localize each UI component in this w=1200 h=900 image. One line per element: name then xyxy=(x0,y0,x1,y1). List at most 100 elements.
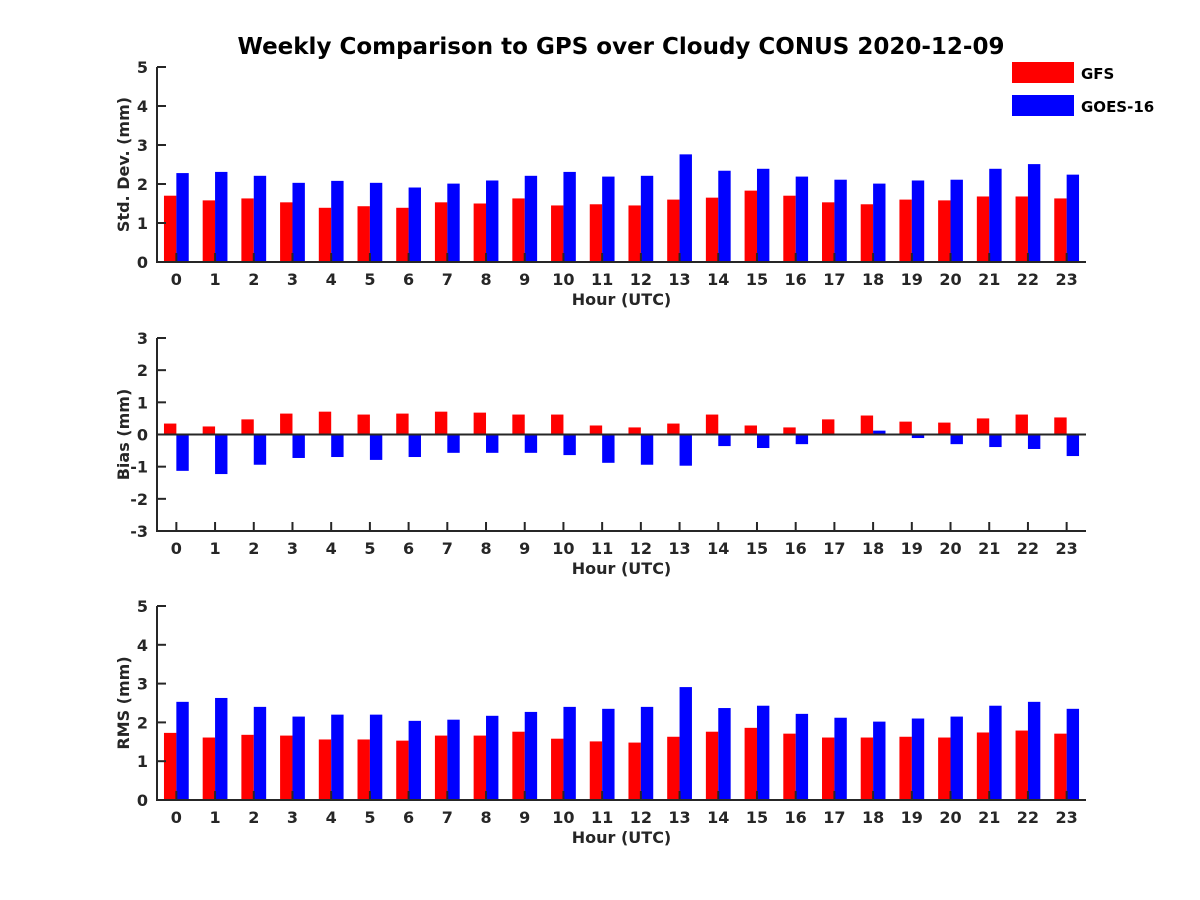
std-dev-bar-gfs-hour-6 xyxy=(396,207,409,262)
bias-x-tick-label: 3 xyxy=(287,539,298,558)
std-dev-x-tick-label: 17 xyxy=(823,270,845,289)
rms-bar-gfs-hour-16 xyxy=(783,733,796,800)
std-dev-bar-goes16-hour-17 xyxy=(834,179,847,262)
rms-x-tick-label: 4 xyxy=(326,808,337,827)
std-dev-bar-goes16-hour-23 xyxy=(1066,174,1080,262)
rms-bar-goes16-hour-4 xyxy=(331,714,344,800)
std-dev-x-tick-label: 8 xyxy=(480,270,491,289)
std-dev-bar-goes16-hour-16 xyxy=(795,176,809,262)
std-dev-x-tick-label: 18 xyxy=(862,270,884,289)
std-dev-bar-gfs-hour-10 xyxy=(551,205,564,262)
rms-bar-gfs-hour-6 xyxy=(396,740,409,800)
std-dev-bar-gfs-hour-4 xyxy=(318,207,332,262)
std-dev-bar-gfs-hour-23 xyxy=(1054,198,1067,262)
rms-bar-gfs-hour-15 xyxy=(744,727,757,800)
bias-bar-goes16-hour-6 xyxy=(408,434,421,458)
rms-bar-gfs-hour-0 xyxy=(163,732,177,800)
rms-x-tick-label: 21 xyxy=(978,808,1000,827)
rms-bar-gfs-hour-22 xyxy=(1015,730,1028,800)
rms-bar-goes16-hour-1 xyxy=(215,697,228,800)
std-dev-x-tick-label: 21 xyxy=(978,270,1000,289)
bias-bar-goes16-hour-0 xyxy=(176,434,189,471)
bias-bar-gfs-hour-9 xyxy=(512,414,525,435)
rms-bar-goes16-hour-8 xyxy=(486,715,499,800)
bias-bar-gfs-hour-22 xyxy=(1015,414,1028,435)
std-dev-bar-gfs-hour-2 xyxy=(241,198,254,262)
rms-y-tick-label: 5 xyxy=(137,597,148,616)
rms-y-tick-label: 1 xyxy=(137,752,148,771)
std-dev-bar-goes16-hour-13 xyxy=(679,154,692,262)
std-dev-bar-goes16-hour-18 xyxy=(873,183,886,262)
std-dev-x-tick-label: 4 xyxy=(326,270,337,289)
bias-bar-goes16-hour-5 xyxy=(369,434,383,460)
bias-bar-goes16-hour-7 xyxy=(447,434,460,453)
bias-bar-goes16-hour-2 xyxy=(253,434,267,465)
bias-x-tick-label: 5 xyxy=(364,539,375,558)
bias-bar-goes16-hour-12 xyxy=(640,434,654,465)
rms-bar-gfs-hour-5 xyxy=(357,739,370,800)
rms-bar-gfs-hour-4 xyxy=(318,739,332,800)
rms-x-tick-label: 13 xyxy=(668,808,690,827)
rms-bar-gfs-hour-2 xyxy=(241,734,254,800)
std-dev-x-tick-label: 10 xyxy=(552,270,574,289)
rms-bar-gfs-hour-8 xyxy=(473,735,487,800)
std-dev-x-tick-label: 19 xyxy=(901,270,923,289)
bias-bar-goes16-hour-23 xyxy=(1066,434,1080,457)
bias-x-tick-label: 22 xyxy=(1017,539,1039,558)
bias-bar-goes16-hour-14 xyxy=(718,434,731,447)
bias-bar-goes16-hour-9 xyxy=(524,434,538,453)
rms-bar-gfs-hour-3 xyxy=(280,735,293,800)
bias-y-axis-label: Bias (mm) xyxy=(114,389,133,481)
std-dev-x-tick-label: 0 xyxy=(171,270,182,289)
bias-x-tick-label: 7 xyxy=(442,539,453,558)
bias-x-tick-label: 13 xyxy=(668,539,690,558)
rms-y-tick-label: 3 xyxy=(137,675,148,694)
rms-x-tick-label: 2 xyxy=(248,808,259,827)
rms-y-tick-label: 0 xyxy=(137,791,148,810)
bias-bar-goes16-hour-11 xyxy=(602,434,615,463)
bias-bar-gfs-hour-12 xyxy=(628,427,641,435)
rms-bar-gfs-hour-1 xyxy=(202,737,216,800)
std-dev-bar-gfs-hour-20 xyxy=(938,200,951,262)
rms-bar-goes16-hour-14 xyxy=(718,708,731,800)
legend-swatch-gfs xyxy=(1012,62,1074,83)
rms-x-tick-label: 19 xyxy=(901,808,923,827)
rms-x-tick-label: 23 xyxy=(1056,808,1078,827)
bias-bar-goes16-hour-3 xyxy=(292,434,305,458)
std-dev-bar-gfs-hour-16 xyxy=(783,195,796,262)
bias-bar-gfs-hour-17 xyxy=(822,419,835,435)
std-dev-bar-goes16-hour-20 xyxy=(950,179,963,262)
bias-bar-gfs-hour-19 xyxy=(899,421,912,435)
rms-bar-goes16-hour-9 xyxy=(524,711,538,800)
std-dev-bar-gfs-hour-9 xyxy=(512,198,525,262)
chart-title: Weekly Comparison to GPS over Cloudy CON… xyxy=(238,34,1005,60)
bias-x-tick-label: 21 xyxy=(978,539,1000,558)
bias-bar-goes16-hour-22 xyxy=(1027,434,1041,449)
bias-x-tick-label: 11 xyxy=(591,539,613,558)
rms-bar-goes16-hour-7 xyxy=(447,719,460,800)
rms-bar-goes16-hour-19 xyxy=(911,718,925,800)
std-dev-bar-gfs-hour-22 xyxy=(1015,196,1028,262)
rms-y-tick-label: 4 xyxy=(137,636,148,655)
bias-y-tick-label: -2 xyxy=(130,490,148,509)
rms-x-axis-label: Hour (UTC) xyxy=(572,828,672,847)
bias-x-tick-label: 16 xyxy=(785,539,807,558)
bias-x-tick-label: 8 xyxy=(480,539,491,558)
std-dev-y-tick-label: 5 xyxy=(137,58,148,77)
std-dev-bar-gfs-hour-13 xyxy=(667,199,680,262)
rms-bar-gfs-hour-12 xyxy=(628,742,641,800)
std-dev-bar-gfs-hour-19 xyxy=(899,199,912,262)
rms-x-tick-label: 1 xyxy=(209,808,220,827)
rms-bar-goes16-hour-20 xyxy=(950,716,963,800)
std-dev-bar-goes16-hour-22 xyxy=(1027,164,1041,262)
std-dev-x-tick-label: 20 xyxy=(939,270,961,289)
rms-bar-goes16-hour-22 xyxy=(1027,701,1041,800)
rms-x-tick-label: 14 xyxy=(707,808,729,827)
bias-bar-gfs-hour-14 xyxy=(705,414,719,435)
bias-x-tick-label: 12 xyxy=(630,539,652,558)
rms-bar-gfs-hour-18 xyxy=(860,737,874,800)
bias-bar-goes16-hour-20 xyxy=(950,434,963,445)
std-dev-bar-goes16-hour-10 xyxy=(563,171,576,262)
std-dev-bar-gfs-hour-14 xyxy=(705,197,719,262)
std-dev-x-tick-label: 12 xyxy=(630,270,652,289)
